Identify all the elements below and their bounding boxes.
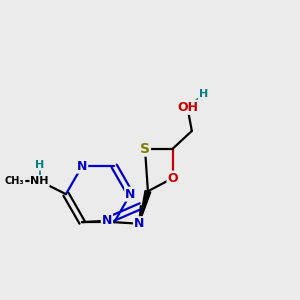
Text: NH: NH: [30, 176, 49, 186]
Text: O: O: [167, 172, 178, 184]
Text: N: N: [125, 188, 136, 201]
Text: CH₃: CH₃: [5, 176, 25, 186]
Text: N: N: [77, 160, 87, 172]
Text: H: H: [35, 160, 44, 170]
Text: H: H: [199, 89, 208, 99]
Polygon shape: [139, 190, 151, 224]
Text: N: N: [134, 217, 144, 230]
Text: OH: OH: [177, 101, 198, 114]
Text: S: S: [140, 142, 150, 156]
Text: N: N: [102, 214, 112, 227]
